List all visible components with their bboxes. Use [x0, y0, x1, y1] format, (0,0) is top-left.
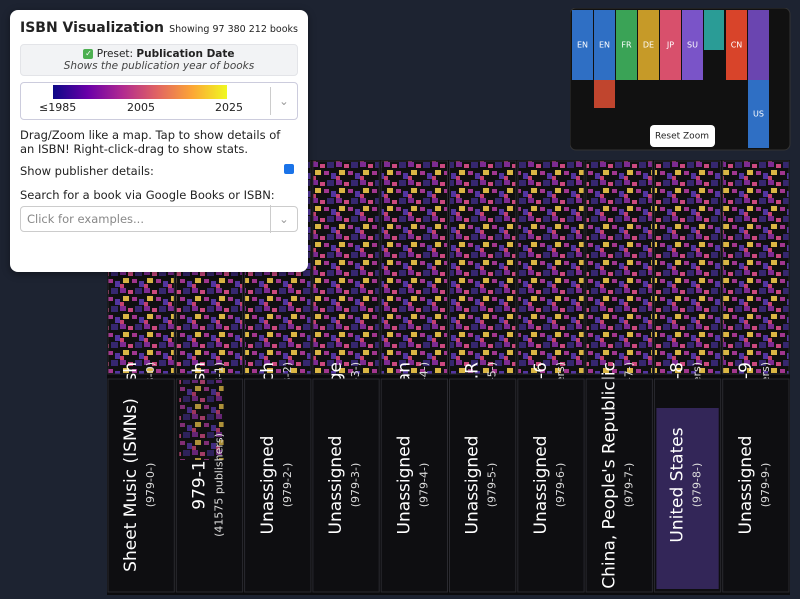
- minimap-label: EN: [599, 41, 610, 50]
- minimap-block: [594, 80, 615, 108]
- minimap-block: [682, 10, 703, 80]
- search-label: Search for a book via Google Books or IS…: [20, 188, 275, 202]
- minimap-block: [660, 10, 681, 80]
- cell: [244, 378, 312, 593]
- cell-label: Unassigned: [463, 436, 483, 535]
- cell: [312, 160, 380, 375]
- preset-name: Publication Date: [136, 48, 235, 60]
- minimap-block: [748, 80, 769, 148]
- legend-label: 2025: [215, 101, 243, 114]
- cell: [312, 378, 380, 593]
- publisher-label: Show publisher details:: [20, 164, 154, 178]
- minimap-label: US: [753, 110, 764, 119]
- cell-label: China, People's Republic: [599, 381, 619, 588]
- cell: [722, 378, 790, 593]
- minimap-block: [572, 10, 593, 80]
- cell-label: Unassigned: [258, 436, 278, 535]
- cell-sublabel: (979-2-): [281, 463, 294, 508]
- minimap-block: [638, 10, 659, 80]
- color-legend[interactable]: ≤1985 2005 2025 ⌄: [20, 82, 298, 120]
- check-icon: ✓: [83, 49, 94, 59]
- minimap-block: [594, 10, 615, 80]
- title: ISBN Visualization: [20, 20, 164, 36]
- legend-label: ≤1985: [39, 101, 77, 114]
- cell-sublabel: (979-6-): [554, 463, 567, 508]
- minimap-label: SU: [687, 41, 698, 50]
- publisher-checkbox[interactable]: [284, 164, 294, 174]
- cell-sublabel: (979-5-): [486, 463, 499, 508]
- cell-sublabel: (979-8-): [691, 463, 704, 508]
- reset-button[interactable]: [650, 125, 715, 147]
- cell-sublabel: (979-4-): [417, 463, 430, 508]
- preset-select[interactable]: ✓ Preset: Publication Date Shows the pub…: [20, 44, 298, 76]
- minimap[interactable]: EN EN FR DE JP SU CN US Reset Zoom: [570, 8, 792, 152]
- cell: [380, 378, 449, 593]
- minimap-block: [616, 10, 637, 80]
- reset-label: Reset Zoom: [655, 132, 709, 142]
- search-placeholder: Click for examples...: [27, 212, 144, 226]
- cell: [517, 160, 585, 375]
- cell-sublabel: (979-0-): [144, 463, 157, 508]
- cell: [585, 378, 653, 593]
- dropdown-toggle[interactable]: ⌄: [270, 87, 297, 115]
- dropdown-toggle[interactable]: ⌄: [270, 205, 297, 233]
- preset-desc: Shows the publication year of books: [63, 60, 255, 72]
- cell-sublabel: (979-9-): [759, 463, 772, 508]
- cell-label: 979-1: [189, 460, 209, 509]
- preset-label: Preset:: [96, 48, 134, 60]
- minimap-block: [748, 10, 769, 80]
- minimap-block: [726, 10, 747, 80]
- minimap-label: FR: [621, 41, 632, 50]
- minimap-label: JP: [666, 41, 674, 50]
- legend-label: 2005: [127, 101, 155, 114]
- cell-overlay: [179, 380, 224, 460]
- cell: [449, 160, 517, 375]
- minimap-label: EN: [577, 41, 588, 50]
- cell: [517, 378, 585, 593]
- gradient: [53, 85, 227, 99]
- minimap-block: [704, 10, 724, 50]
- cell: [107, 378, 175, 593]
- book-count: Showing 97 380 212 books: [169, 24, 298, 35]
- cell-sublabel: (41575 publishers): [212, 433, 225, 537]
- minimap-label: CN: [731, 41, 743, 50]
- cell-label: Unassigned: [736, 436, 756, 535]
- cell: [585, 160, 653, 375]
- minimap-label: DE: [643, 41, 654, 50]
- control-panel: ISBN Visualization Showing 97 380 212 boo…: [10, 10, 308, 272]
- cell: [449, 378, 517, 593]
- cell-label: United States: [668, 427, 688, 542]
- cell-label: Unassigned: [394, 436, 414, 535]
- cell-sublabel: (979-3-): [349, 463, 362, 508]
- cell: [380, 160, 449, 375]
- instructions: Drag/Zoom like a map. Tap to show detail…: [20, 128, 281, 156]
- cell-sublabel: (979-7-): [622, 463, 635, 508]
- search-box[interactable]: Click for examples... ⌄: [20, 205, 298, 233]
- cell: [653, 160, 722, 375]
- cell-label: Unassigned: [531, 436, 551, 535]
- cell-label: Unassigned: [326, 436, 346, 535]
- cell: [722, 160, 790, 375]
- cell-overlay: [656, 408, 719, 589]
- cell-label: Sheet Music (ISMNs): [121, 398, 141, 572]
